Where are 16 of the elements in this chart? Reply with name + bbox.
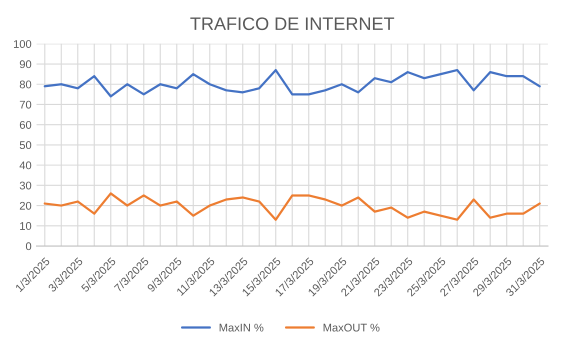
legend-label: MaxOUT %: [324, 324, 380, 332]
chart-title: TRAFICO DE INTERNET: [190, 17, 394, 30]
line-series: [44, 68, 541, 98]
y-tick-label: 60: [20, 120, 32, 129]
y-tick-label: 10: [20, 222, 32, 230]
y-tick-label: 20: [20, 202, 32, 210]
y-tick-label: 100: [14, 40, 32, 48]
y-tick-label: 50: [20, 141, 32, 150]
y-tick-label: 30: [20, 182, 32, 190]
y-tick-label: 90: [20, 60, 32, 68]
y-tick-label: 80: [20, 80, 32, 88]
y-tick-label: 0: [26, 242, 32, 250]
y-tick-label: 70: [20, 100, 32, 109]
legend-label: MaxIN %: [220, 324, 264, 332]
line-series: [44, 192, 541, 221]
y-tick-label: 40: [20, 161, 32, 170]
